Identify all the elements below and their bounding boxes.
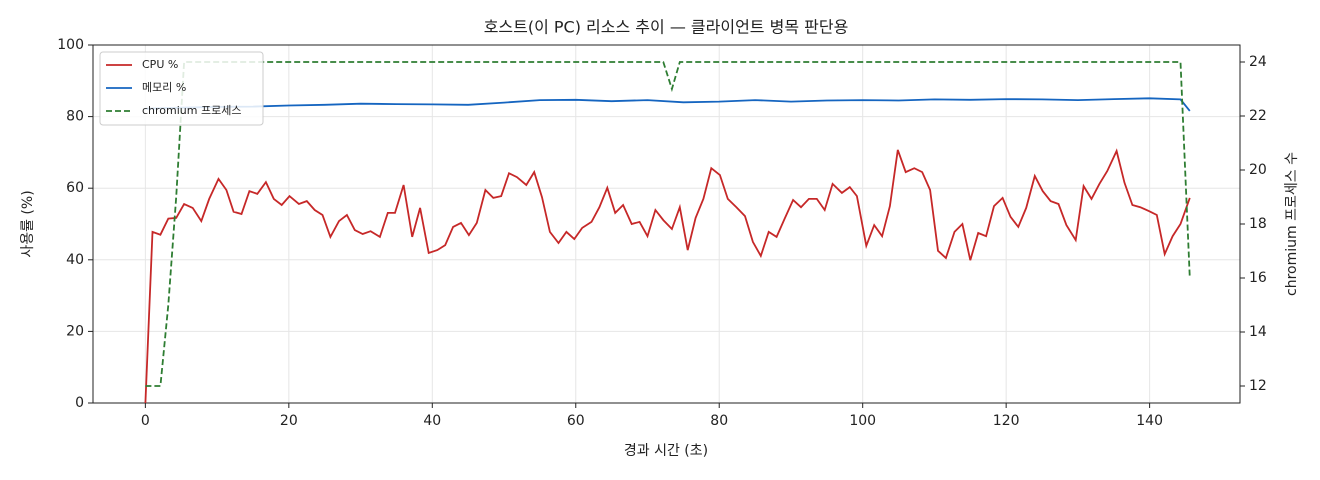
x-tick-label: 20 xyxy=(280,413,298,429)
legend-box xyxy=(99,51,264,126)
y2-tick-label: 14 xyxy=(1249,324,1267,340)
legend-label: chromium 프로세스 xyxy=(142,104,241,117)
y-axis-label: 사용률 (%) xyxy=(20,190,36,257)
series-line xyxy=(145,61,1191,387)
x-tick-label: 140 xyxy=(1136,413,1163,429)
x-axis-label: 경과 시간 (초) xyxy=(624,443,708,459)
x-tick-label: 80 xyxy=(710,413,728,429)
y-tick-label: 100 xyxy=(57,37,84,53)
x-tick-label: 0 xyxy=(141,413,150,429)
x-tick-label: 100 xyxy=(849,413,876,429)
y-tick-label: 0 xyxy=(75,395,84,411)
y-tick-label: 40 xyxy=(66,252,84,268)
x-tick-label: 60 xyxy=(567,413,585,429)
legend-label: CPU % xyxy=(142,58,178,71)
y2-tick-label: 20 xyxy=(1249,162,1267,178)
plot-frame xyxy=(92,44,1241,404)
y2-tick-label: 18 xyxy=(1249,216,1267,232)
series-line xyxy=(145,97,1191,112)
y2-tick-label: 16 xyxy=(1249,270,1267,286)
x-tick-label: 120 xyxy=(993,413,1020,429)
y-tick-label: 60 xyxy=(66,180,84,196)
series-line xyxy=(144,148,1191,404)
legend-label: 메모리 % xyxy=(142,81,186,94)
y-tick-label: 20 xyxy=(66,323,84,339)
chart-title: 호스트(이 PC) 리소스 추이 — 클라이언트 병목 판단용 xyxy=(484,18,849,37)
y2-tick-label: 24 xyxy=(1249,54,1267,70)
x-tick-label: 40 xyxy=(423,413,441,429)
y2-tick-label: 12 xyxy=(1249,378,1267,394)
y2-tick-label: 22 xyxy=(1249,108,1267,124)
y-tick-label: 80 xyxy=(66,109,84,125)
y2-axis-label: chromium 프로세스 수 xyxy=(1284,152,1300,296)
